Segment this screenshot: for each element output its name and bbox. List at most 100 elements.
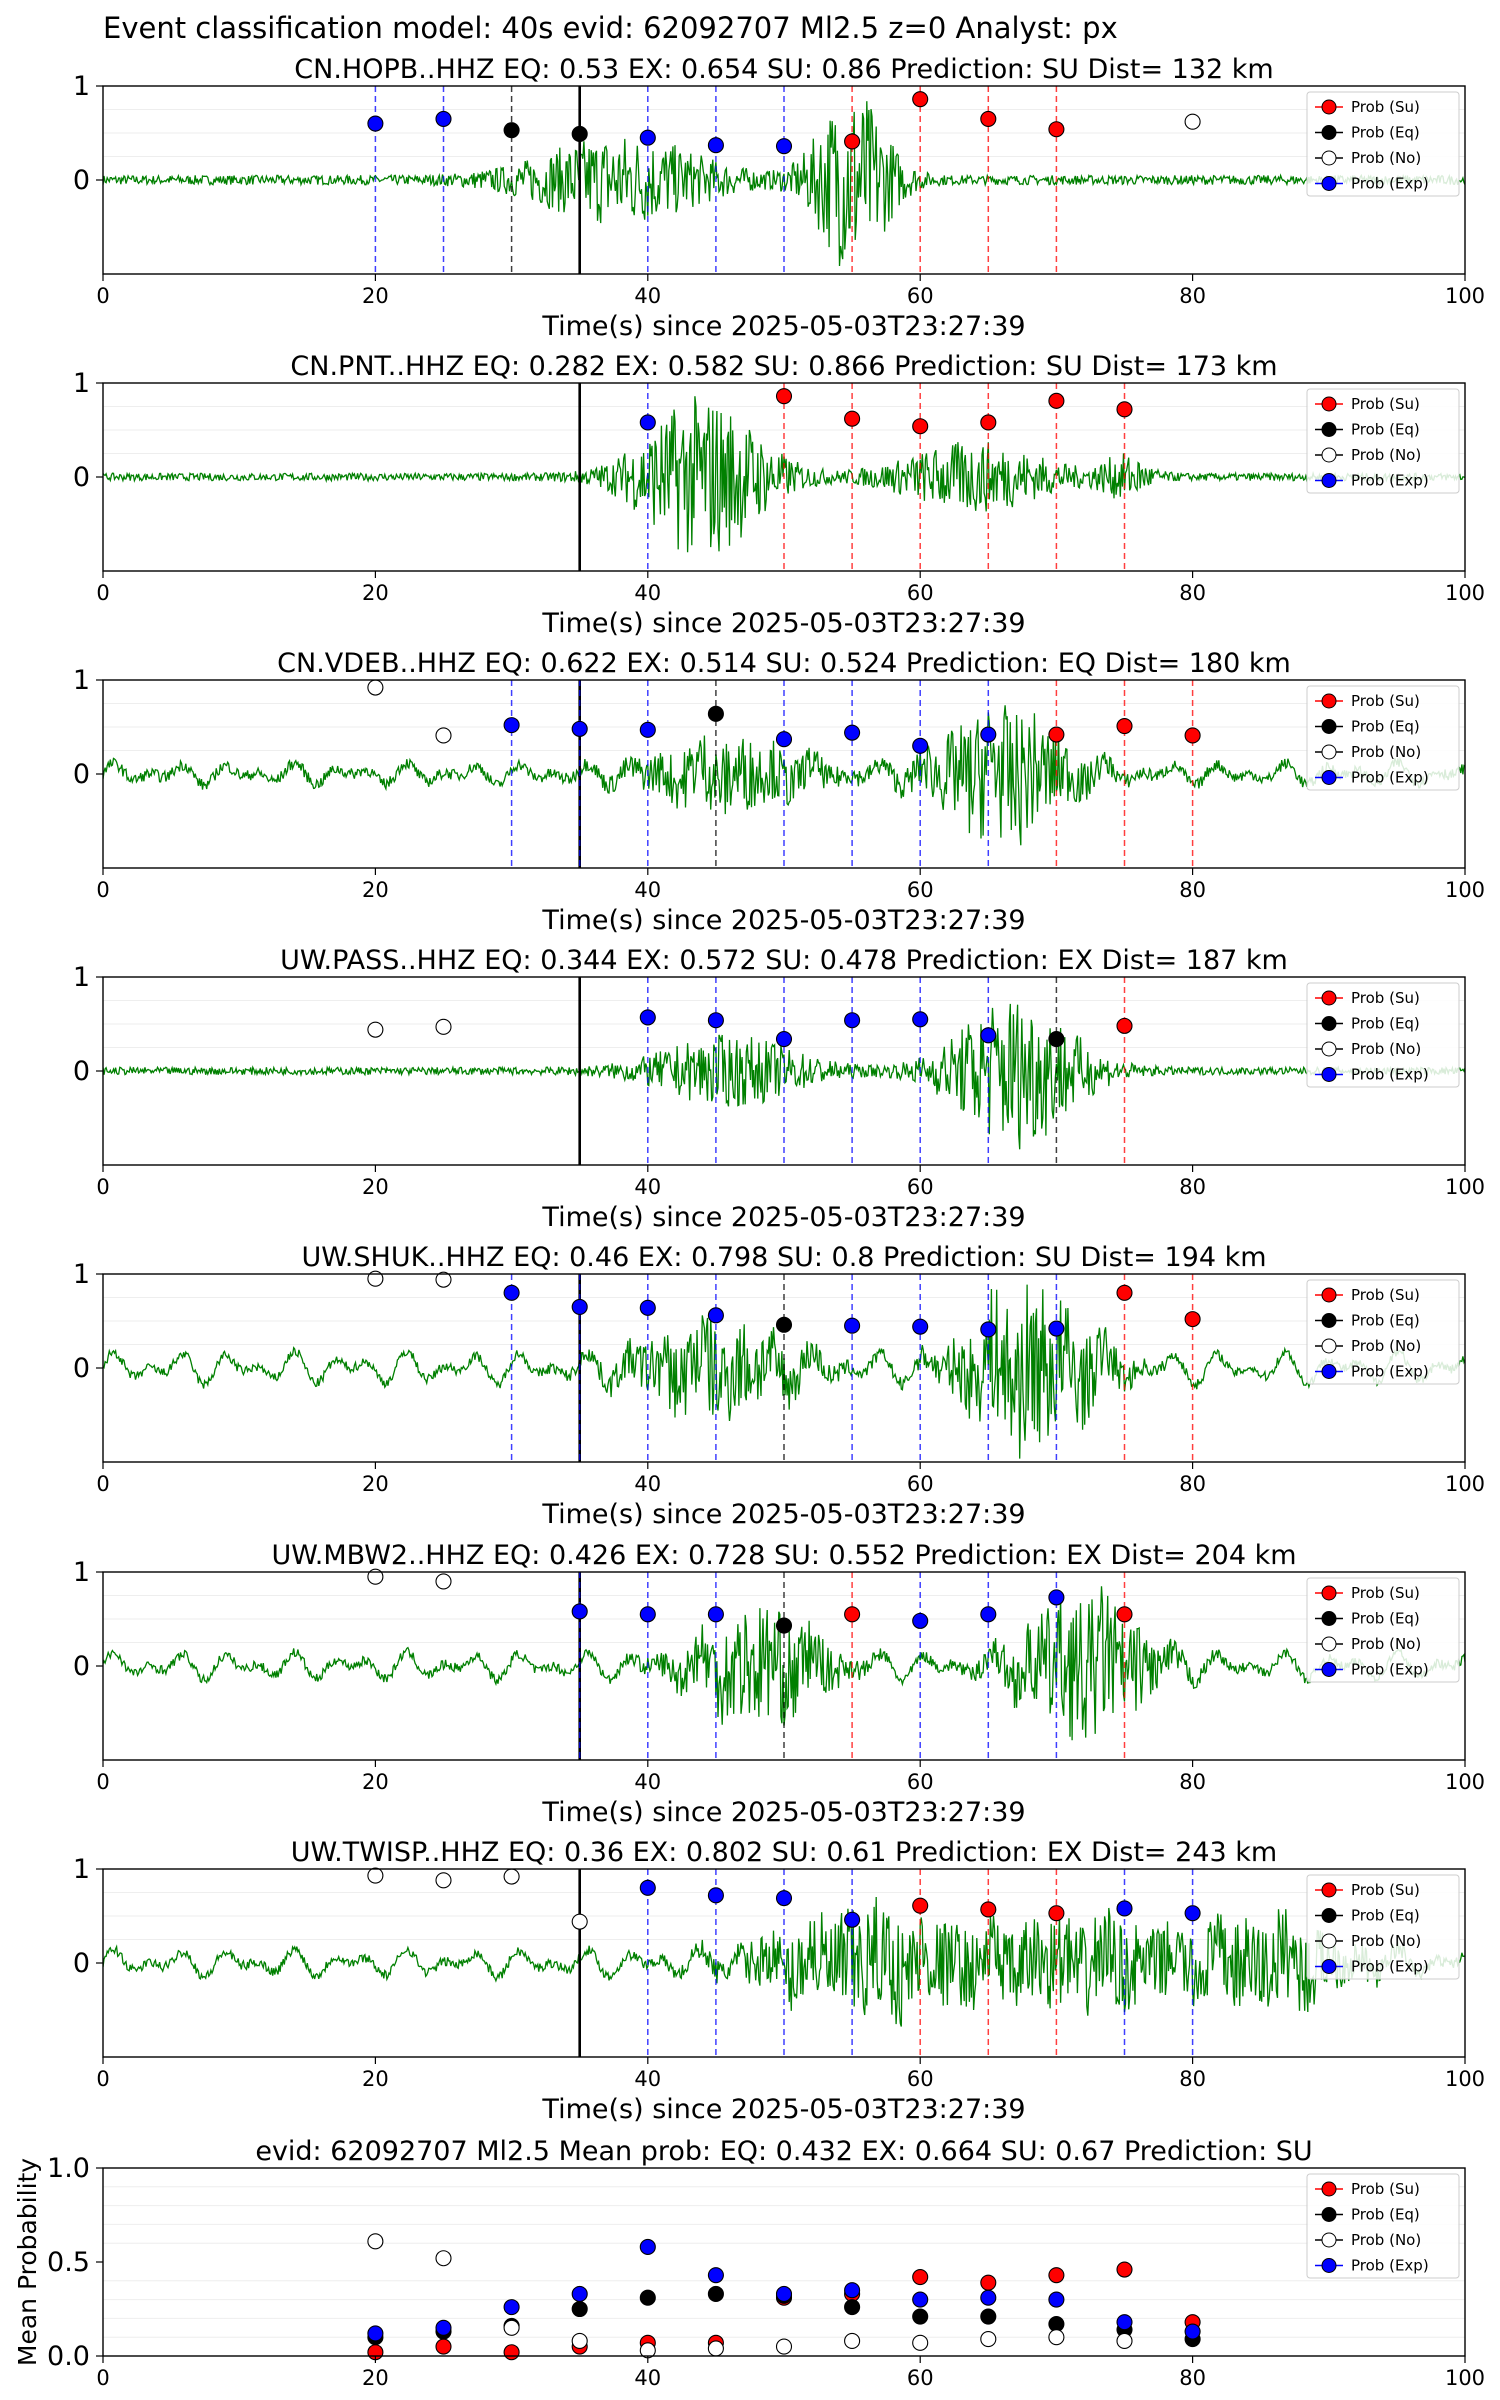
x-tick-label: 40 [634, 284, 661, 308]
legend-marker [1321, 422, 1337, 437]
mean-prob-point-eq [571, 2300, 588, 2318]
legend-label: Prob (Exp) [1351, 1066, 1429, 1084]
legend-marker [1321, 990, 1337, 1006]
prob-point-exp [571, 1603, 588, 1620]
seismic-trace [103, 1284, 1465, 1459]
legend-label: Prob (Eq) [1351, 1907, 1420, 1925]
mean-prob-point-exp [367, 2325, 384, 2342]
legend-marker [1321, 99, 1337, 115]
legend-label: Prob (Su) [1351, 98, 1420, 116]
y-tick-label: 1 [73, 1854, 90, 1885]
prob-point-eq [503, 122, 520, 139]
mean-prob-point-no [707, 2340, 724, 2357]
prob-point-su [1184, 1311, 1201, 1328]
legend-marker [1321, 1016, 1337, 1031]
plot-area [103, 383, 1465, 571]
legend-marker [1321, 447, 1337, 463]
x-tick-label: 80 [1179, 2366, 1206, 2390]
prob-point-exp [367, 115, 384, 132]
prob-point-su [1048, 392, 1065, 409]
seismic-trace [103, 101, 1465, 267]
x-tick-label: 0 [96, 1472, 109, 1496]
panel-title: evid: 62092707 Ml2.5 Mean prob: EQ: 0.43… [255, 2136, 1312, 2167]
legend-label: Prob (Exp) [1351, 769, 1429, 787]
prob-point-su [980, 414, 997, 431]
prob-point-no [435, 1271, 452, 1288]
mean-prob-point-exp [435, 2319, 452, 2336]
mean-prob-point-eq [639, 2289, 656, 2306]
x-tick-label: 100 [1445, 1175, 1485, 1199]
x-tick-label: 80 [1179, 2067, 1206, 2091]
legend-label: Prob (Eq) [1351, 124, 1420, 142]
prob-point-su [1116, 718, 1133, 735]
legend-label: Prob (No) [1351, 1635, 1421, 1653]
prob-point-eq [775, 1617, 793, 1634]
x-tick-label: 60 [907, 1770, 934, 1794]
y-tick-label: 0 [73, 1353, 90, 1384]
x-tick-label: 20 [362, 878, 389, 902]
prob-point-su [1048, 726, 1065, 743]
prob-point-exp [639, 721, 656, 738]
x-tick-label: 0 [96, 1175, 109, 1199]
plot-area [103, 1572, 1465, 1760]
mean-prob-point-exp [844, 2282, 861, 2299]
prob-point-no [435, 727, 452, 744]
mean-prob-point-eq [980, 2308, 997, 2325]
x-axis-label: Time(s) since 2025-05-03T23:27:39 [541, 905, 1025, 936]
x-tick-label: 40 [634, 2366, 661, 2390]
legend-marker [1321, 150, 1337, 166]
legend-label: Prob (No) [1351, 149, 1421, 167]
mean-prob-point-eq [707, 2285, 724, 2303]
legend-label: Prob (Eq) [1351, 1015, 1420, 1033]
prob-point-su [1116, 1017, 1133, 1034]
mean-prob-point-exp [503, 2299, 520, 2316]
legend-marker [1321, 744, 1337, 760]
prob-point-exp [639, 1009, 656, 1026]
x-tick-label: 0 [96, 878, 109, 902]
legend-label: Prob (No) [1351, 743, 1421, 761]
prob-point-exp [503, 717, 520, 734]
mean-prob-point-no [367, 2233, 384, 2250]
prob-point-exp [912, 1011, 929, 1028]
x-tick-label: 0 [96, 2366, 109, 2390]
prob-point-no [367, 1270, 384, 1287]
y-tick-label: 0 [73, 1948, 90, 1979]
x-tick-label: 40 [634, 1472, 661, 1496]
legend-box [1306, 91, 1460, 197]
legend-box [1306, 1874, 1460, 1980]
legend-label: Prob (No) [1351, 1932, 1421, 1950]
legend-label: Prob (Su) [1351, 989, 1420, 1007]
x-tick-label: 40 [634, 2067, 661, 2091]
x-tick-label: 20 [362, 1472, 389, 1496]
prob-point-no [571, 1913, 588, 1930]
legend-marker [1321, 770, 1337, 785]
prob-point-exp [707, 1307, 724, 1324]
plot-area [103, 680, 1465, 868]
legend-marker [1321, 2232, 1337, 2248]
mean-prob-point-exp [980, 2289, 997, 2306]
mean-prob-point-su [912, 2268, 929, 2286]
prob-point-no [435, 1018, 452, 1035]
station-panel: UW.PASS..HHZ EQ: 0.344 EX: 0.572 SU: 0.4… [73, 945, 1485, 1233]
legend-marker [1321, 1364, 1337, 1379]
prob-point-su [980, 110, 997, 127]
prob-point-exp [775, 138, 793, 155]
x-tick-label: 100 [1445, 1472, 1485, 1496]
y-axis-label: Mean Probability [13, 2158, 42, 2366]
prob-point-su [912, 1897, 929, 1914]
x-tick-label: 20 [362, 2067, 389, 2091]
x-tick-label: 80 [1179, 581, 1206, 605]
legend-label: Prob (Eq) [1351, 718, 1420, 736]
legend-marker [1321, 1338, 1337, 1354]
legend-box [1306, 2173, 1460, 2279]
x-tick-label: 0 [96, 284, 109, 308]
prob-point-su [1116, 1284, 1133, 1301]
plot-area [103, 1274, 1465, 1462]
legend-marker [1321, 1636, 1337, 1652]
station-panel: CN.HOPB..HHZ EQ: 0.53 EX: 0.654 SU: 0.86… [73, 54, 1485, 342]
x-tick-label: 20 [362, 2366, 389, 2390]
mean-prob-point-exp [571, 2285, 588, 2303]
panel-title: CN.HOPB..HHZ EQ: 0.53 EX: 0.654 SU: 0.86… [294, 54, 1273, 85]
y-tick-label: 0.0 [47, 2341, 90, 2372]
